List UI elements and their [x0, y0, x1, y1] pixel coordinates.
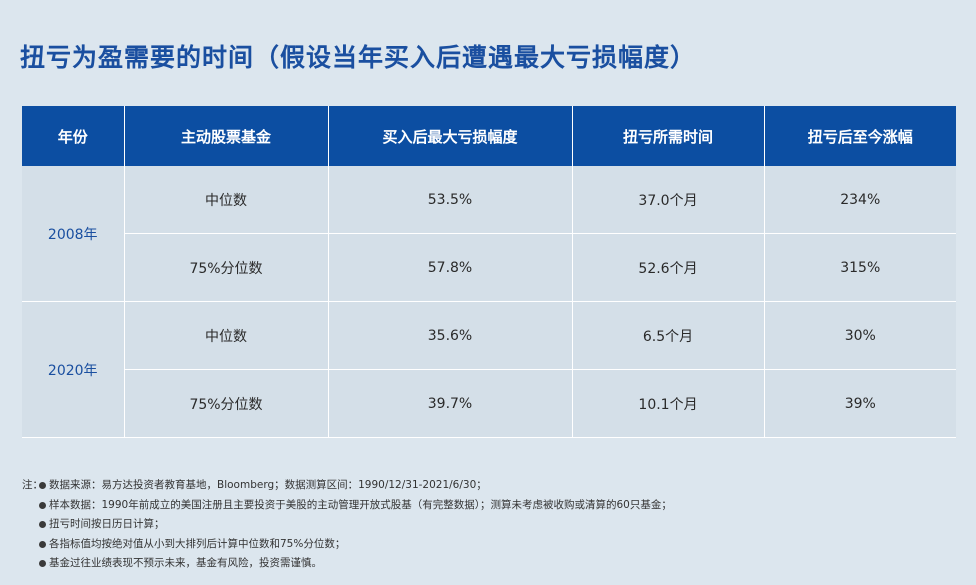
max-loss-cell: 35.6%	[328, 301, 573, 370]
bullet-icon	[39, 521, 46, 529]
footnote-text: 数据来源：易方达投资者教育基地，Bloomberg；数据测算区间：1990/12…	[49, 479, 487, 491]
bullet-icon	[39, 560, 46, 568]
gain-since-cell: 315%	[764, 233, 956, 302]
footnotes: 注： 数据来源：易方达投资者教育基地，Bloomberg；数据测算区间：1990…	[22, 476, 672, 574]
footnote-item: 基金过往业绩表现不预示未来，基金有风险，投资需谨慎。	[22, 554, 672, 574]
footnote-text: 样本数据：1990年前成立的美国注册且主要投资于美股的主动管理开放式股基（有完整…	[49, 498, 672, 511]
fund-cell: 中位数	[124, 301, 329, 370]
max-loss-cell: 57.8%	[328, 233, 573, 302]
footnote-item: 样本数据：1990年前成立的美国注册且主要投资于美股的主动管理开放式股基（有完整…	[22, 496, 672, 516]
gain-since-cell: 234%	[764, 166, 956, 234]
header-max-loss: 买入后最大亏损幅度	[328, 106, 573, 166]
max-loss-cell: 53.5%	[328, 166, 573, 234]
footnote-prefix: 注：	[22, 479, 43, 491]
data-table: 年份 主动股票基金 买入后最大亏损幅度 扭亏所需时间 扭亏后至今涨幅 2008年…	[22, 106, 956, 438]
bullet-icon	[39, 482, 46, 490]
footnote-item: 各指标值均按绝对值从小到大排列后计算中位数和75%分位数；	[22, 535, 672, 555]
header-gain-since: 扭亏后至今涨幅	[764, 106, 956, 166]
recovery-time-cell: 10.1个月	[572, 369, 765, 438]
header-recovery-time: 扭亏所需时间	[572, 106, 765, 166]
year-cell: 2020年	[22, 301, 125, 438]
footnote-item: 注： 数据来源：易方达投资者教育基地，Bloomberg；数据测算区间：1990…	[22, 476, 672, 496]
recovery-time-cell: 6.5个月	[572, 301, 765, 370]
recovery-time-cell: 37.0个月	[572, 166, 765, 234]
table-row: 2008年 中位数 53.5% 37.0个月 234%	[22, 166, 956, 302]
fund-cell: 75%分位数	[124, 369, 329, 438]
max-loss-cell: 39.7%	[328, 369, 573, 438]
gain-since-cell: 30%	[764, 301, 956, 370]
page-title: 扭亏为盈需要的时间（假设当年买入后遭遇最大亏损幅度）	[20, 43, 697, 72]
year-cell: 2008年	[22, 166, 125, 302]
table-row: 75%分位数 39.7% 10.1个月 39%	[22, 369, 956, 438]
header-year: 年份	[22, 106, 125, 166]
bullet-icon	[39, 501, 46, 509]
gain-since-cell: 39%	[764, 369, 956, 438]
footnote-text: 各指标值均按绝对值从小到大排列后计算中位数和75%分位数；	[49, 537, 346, 550]
table-row: 75%分位数 57.8% 52.6个月 315%	[22, 233, 956, 302]
footnote-text: 基金过往业绩表现不预示未来，基金有风险，投资需谨慎。	[49, 557, 322, 569]
table-row: 2020年 中位数 35.6% 6.5个月 30%	[22, 301, 956, 438]
fund-cell: 中位数	[124, 166, 329, 234]
bullet-icon	[39, 540, 46, 548]
recovery-time-cell: 52.6个月	[572, 233, 765, 302]
footnote-item: 扭亏时间按日历日计算；	[22, 515, 672, 535]
fund-cell: 75%分位数	[124, 233, 329, 302]
header-fund: 主动股票基金	[124, 106, 329, 166]
table-header-row: 年份 主动股票基金 买入后最大亏损幅度 扭亏所需时间 扭亏后至今涨幅	[22, 106, 956, 166]
footnote-text: 扭亏时间按日历日计算；	[49, 518, 165, 530]
